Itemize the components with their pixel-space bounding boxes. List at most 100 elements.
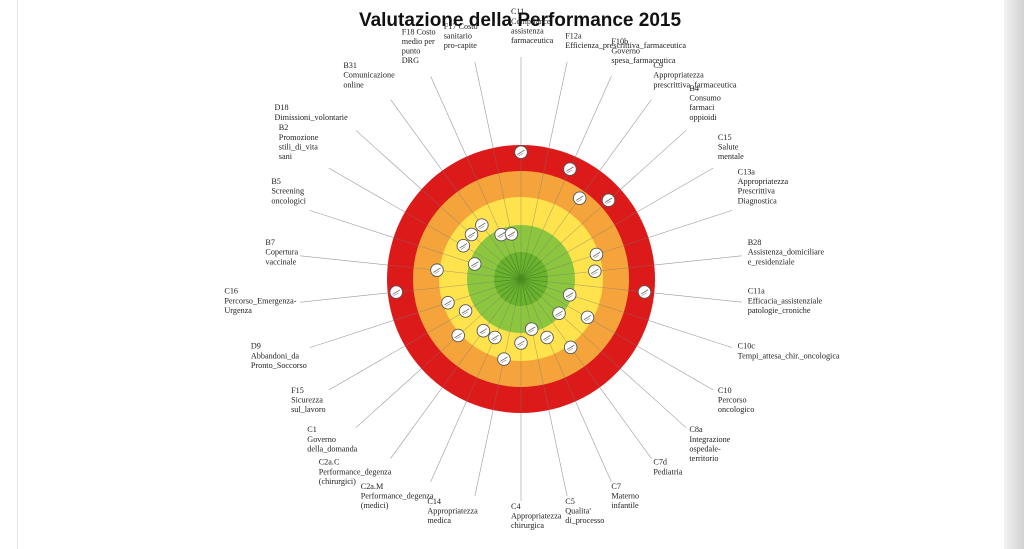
center-radial-line [520, 278, 533, 304]
label-line: Promozione [279, 133, 319, 142]
marker-C2a.M [488, 330, 502, 345]
center-radial-line [504, 256, 522, 280]
marker-stripe [460, 246, 466, 250]
label-line: Comunicazione [343, 71, 395, 80]
label-line: Salute [718, 142, 739, 151]
marker-stripe [498, 235, 504, 239]
label-C2a.C: C2a.C Performance_degenza (chirurgici) [319, 458, 392, 486]
label-B2: B2 Promozione stili_di_vita sani [279, 123, 319, 161]
center-radial-line [520, 256, 538, 280]
center-radial-line [515, 278, 522, 306]
label-line: territorio [689, 454, 718, 463]
marker-stripe [479, 328, 488, 334]
marker-stripe [527, 326, 536, 332]
label-line: Efficienza_prescrittiva_farmaceutica [565, 41, 686, 50]
center-radial-line [504, 278, 522, 302]
label-line: infantile [611, 501, 639, 510]
label-line: farmaceutica [511, 36, 554, 45]
label-F18: F18 Costo medio per punto DRG [402, 27, 436, 65]
label-line: C7d [653, 458, 667, 467]
label-line: C2a.M [361, 482, 384, 491]
marker-C8a [552, 306, 566, 321]
marker-C13a [589, 247, 604, 262]
label-line: B28 [748, 238, 762, 247]
label-F10b: F10b Governo spesa_farmaceutica [611, 37, 675, 65]
label-line: Qualita' [565, 507, 591, 516]
label-B4: B4 Consumo farmaci oppioidi [689, 84, 720, 122]
label-C15: C15 Salute mentale [718, 133, 744, 161]
marker-stripe [584, 317, 591, 322]
marker-stripe [508, 234, 514, 238]
label-line: Sicurezza [291, 396, 323, 405]
label-line: C4 [511, 502, 521, 511]
label-line: C10 [718, 386, 732, 395]
label-line: C2a.C [319, 458, 340, 467]
label-line: C5 [565, 497, 575, 506]
marker-C7 [540, 330, 554, 345]
marker-stripe [592, 271, 598, 276]
label-line: B7 [265, 238, 275, 247]
label-line: F18 Costo [402, 27, 436, 36]
label-line: sul_lavoro [291, 405, 326, 414]
marker-stripe [605, 200, 612, 205]
marker-B4 [601, 193, 616, 207]
label-line: Dimissioni_volontarie [274, 113, 348, 122]
band-spoke-line [536, 170, 601, 258]
chart-title: Valutazione della Performance 2015 [358, 10, 682, 31]
center-radial-lines [494, 252, 548, 306]
label-C1: C1 Governo della_domanda [307, 425, 357, 453]
label-line: Percorso_Emergenza- [224, 296, 296, 305]
label-B28: B28 Assistenza_domiciliare e_residenziale [748, 238, 825, 266]
marker-stripe [479, 225, 485, 230]
marker-C10c [562, 288, 577, 302]
label-line: Appropriatezza [511, 512, 562, 521]
label-line: Assistenza_domiciliare [748, 248, 825, 257]
label-C11a: C11a Efficacia_assistenziale patologie_cro… [748, 287, 823, 315]
label-C5: C5 Qualita' di_processo [565, 497, 604, 525]
center-radial-line [500, 278, 522, 298]
label-C10c: C10c Tempi_attesa_chir._oncologica [738, 342, 840, 361]
marker-stripe [517, 340, 525, 346]
marker-stripe [544, 338, 550, 342]
label-line: Compliance [511, 17, 551, 26]
marker-stripe [463, 311, 469, 315]
marker-C4 [514, 336, 528, 350]
marker-stripe [491, 334, 499, 341]
label-line: C8a [689, 425, 703, 434]
label-line: spesa_farmaceutica [611, 56, 675, 65]
label-line: Governo [307, 435, 336, 444]
marker-C11a [637, 285, 652, 299]
label-line: C15 [718, 133, 732, 142]
label-line: Appropriatezza [738, 177, 789, 186]
label-line: C13a [738, 168, 756, 177]
marker-C9 [572, 191, 587, 205]
label-line: oncologico [718, 405, 754, 414]
label-line: F10b [611, 37, 628, 46]
band-spoke-line [387, 281, 495, 294]
label-line: Percorso [718, 396, 747, 405]
label-C16: C16 Percorso_Emergenza-Urgenza [224, 287, 296, 315]
label-C8a: C8a Integrazione ospedale-territorio [689, 425, 730, 463]
label-line: e_residenziale [748, 257, 795, 266]
marker-B7 [430, 263, 444, 277]
band-spoke-line [404, 211, 498, 266]
marker-stripe [577, 198, 583, 203]
label-C11: C11 Compliance assistenza farmaceutica [511, 7, 554, 45]
marker-stripe [468, 235, 475, 239]
center-radial-line [520, 260, 542, 280]
marker-stripe [507, 231, 516, 237]
label-line: B2 [279, 123, 289, 132]
label-line: mentale [718, 152, 744, 161]
label-C13a: C13a Appropriatezza Prescrittiva Diagnostic… [738, 168, 789, 206]
band-spoke-line [441, 170, 506, 258]
label-line: D9 [251, 342, 261, 351]
band-spoke-line [404, 292, 498, 347]
marker-C5 [524, 322, 539, 336]
center-radial-line [520, 278, 542, 298]
marker-B2 [456, 238, 471, 253]
label-F15: F15 Sicurezza sul_lavoro [291, 386, 326, 414]
marker-stripe [470, 261, 479, 267]
score-markers [389, 145, 652, 366]
label-line: Urgenza [224, 306, 252, 315]
